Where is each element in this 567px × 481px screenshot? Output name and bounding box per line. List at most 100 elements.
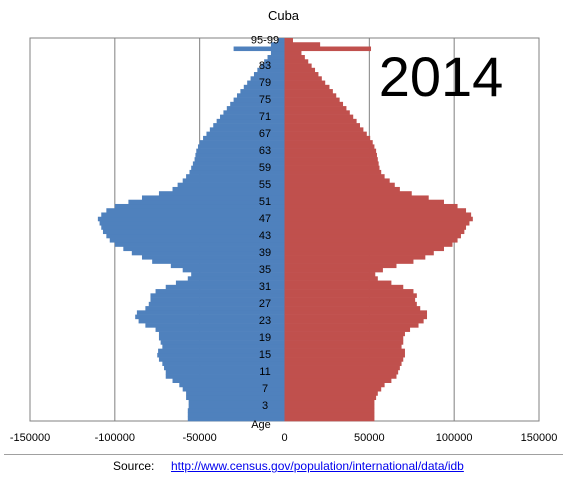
male-bar-age-0 <box>187 416 285 422</box>
male-bar-age-71 <box>220 114 285 120</box>
female-bar-age-27 <box>284 301 417 307</box>
female-bar-age-45 <box>284 225 467 230</box>
chart-title: Cuba <box>267 8 300 23</box>
age-tick-label-10: 47 <box>259 213 271 225</box>
female-bar-age-71 <box>284 114 354 120</box>
male-bar-age-69 <box>213 123 285 128</box>
male-bar-age-59 <box>191 165 285 171</box>
female-bar-age-80 <box>284 76 322 81</box>
male-bar-age-48 <box>101 212 285 218</box>
female-bar-age-86 <box>284 50 302 56</box>
female-bar-age-6 <box>284 391 378 396</box>
female-bar-age-79 <box>284 80 326 86</box>
age-tick-label-2: 79 <box>259 77 271 89</box>
female-bar-age-85 <box>284 55 305 60</box>
female-bar-age-57 <box>284 174 385 179</box>
female-bar-age-68 <box>284 127 364 132</box>
age-tick-label-20: 7 <box>262 383 268 395</box>
male-bar-age-16 <box>158 348 285 354</box>
male-bar-age-54 <box>172 186 285 192</box>
male-bar-age-62 <box>195 152 285 158</box>
age-tick-label-13: 35 <box>259 264 271 276</box>
male-bar-age-26 <box>145 306 285 311</box>
female-bar-age-46 <box>284 220 470 226</box>
male-bar-age-88 <box>270 42 285 47</box>
male-bar-age-4 <box>188 399 285 405</box>
male-bar-age-10 <box>165 374 285 379</box>
female-bar-age-74 <box>284 101 344 107</box>
female-bar-age-51 <box>284 199 444 205</box>
female-bar-age-82 <box>284 67 316 73</box>
male-bar-age-72 <box>223 110 285 115</box>
female-bar-age-60 <box>284 161 379 166</box>
male-bar-age-18 <box>160 340 285 345</box>
female-bar-age-52 <box>284 195 429 201</box>
male-bar-age-35 <box>182 267 285 273</box>
female-bar-age-39 <box>284 250 434 256</box>
female-bar-age-13 <box>284 361 402 366</box>
x-tick-label-2: -50000 <box>183 432 217 444</box>
male-bar-age-6 <box>186 391 285 396</box>
male-bar-age-8 <box>179 382 285 388</box>
age-tick-label-8: 55 <box>259 179 271 191</box>
age-tick-label-1: 83 <box>259 60 271 72</box>
female-bar-age-9 <box>284 378 392 383</box>
age-tick-label-4: 71 <box>259 111 271 123</box>
male-bar-age-81 <box>253 72 285 77</box>
male-bar-age-47 <box>97 216 285 222</box>
y-axis-label: Age <box>251 419 271 431</box>
male-bar-age-84 <box>264 59 285 64</box>
male-bar-age-77 <box>240 89 285 94</box>
female-bar-age-24 <box>284 314 428 320</box>
male-bar-age-1 <box>187 412 285 418</box>
male-bar-age-70 <box>216 118 285 124</box>
male-bar-age-66 <box>203 135 285 141</box>
male-bar-age-15 <box>157 352 285 358</box>
female-bar-age-87 <box>284 46 372 52</box>
female-bar-age-83 <box>284 63 312 69</box>
source-label: Source: <box>113 459 155 473</box>
male-bar-age-46 <box>99 220 285 226</box>
female-bar-age-20 <box>284 331 405 337</box>
male-bar-age-80 <box>250 76 285 81</box>
female-bar-age-41 <box>284 242 453 247</box>
age-tick-label-14: 31 <box>259 281 271 293</box>
male-bar-age-61 <box>194 157 285 162</box>
female-bar-age-1 <box>284 412 375 418</box>
age-tick-label-16: 23 <box>259 315 271 327</box>
male-bar-age-11 <box>165 369 285 375</box>
female-bar-age-78 <box>284 84 330 90</box>
male-bar-age-67 <box>206 131 285 137</box>
age-tick-label-0: 95-99 <box>251 34 279 46</box>
age-tick-label-11: 43 <box>259 230 271 242</box>
female-bar-age-63 <box>284 148 377 154</box>
female-bar-age-65 <box>284 140 373 145</box>
age-tick-labels: 95-99 83 79 75 71 67 63 59 55 51 47 43 39 35 31 27 23 19 1… <box>251 34 279 412</box>
source-link[interactable]: http://www.census.gov/population/interna… <box>171 459 464 473</box>
male-bar-age-29 <box>150 293 285 298</box>
male-bar-age-64 <box>197 144 285 149</box>
female-bar-age-32 <box>284 280 392 286</box>
female-bar-age-55 <box>284 182 395 188</box>
female-bar-age-67 <box>284 131 367 137</box>
female-bar-age-75 <box>284 97 340 103</box>
age-tick-label-12: 39 <box>259 247 271 259</box>
male-bar-age-27 <box>148 301 285 307</box>
female-bar-age-37 <box>284 259 414 264</box>
female-bar-age-0 <box>284 416 375 422</box>
male-bar-age-2 <box>187 408 285 413</box>
male-bar-age-55 <box>177 182 285 188</box>
female-bar-age-84 <box>284 59 309 64</box>
male-bar-age-86 <box>270 50 285 56</box>
female-bar-age-3 <box>284 403 375 409</box>
female-bar-age-14 <box>284 357 404 362</box>
age-tick-label-18: 15 <box>259 349 271 361</box>
female-bar-age-12 <box>284 365 400 371</box>
age-tick-label-3: 75 <box>259 94 271 106</box>
male-bar-age-60 <box>192 161 285 166</box>
male-bar-age-5 <box>186 395 285 401</box>
female-bar-age-62 <box>284 152 377 158</box>
female-bar-age-33 <box>284 276 378 281</box>
male-bar-age-33 <box>187 276 285 281</box>
